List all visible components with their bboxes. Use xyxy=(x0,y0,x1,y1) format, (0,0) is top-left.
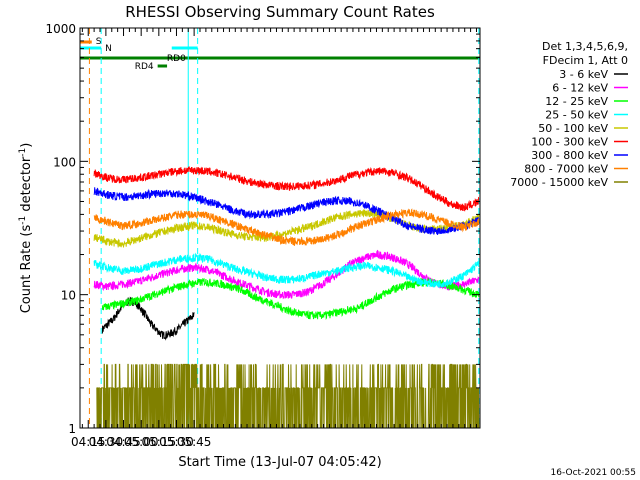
axes: 1 10 100 1000 04:1504:3004:4505:0005:1505:30… xyxy=(45,22,481,449)
series-line-3 xyxy=(93,252,480,289)
y-tick-label: 10 xyxy=(61,289,76,303)
series-line-2 xyxy=(101,277,480,320)
y-label-part: ) xyxy=(19,143,34,148)
y-label-superscript: -1 xyxy=(18,148,28,157)
legend-label: 6 - 12 keV xyxy=(552,82,608,95)
series-line-1 xyxy=(93,249,480,300)
x-tick-label: 05:30 xyxy=(159,435,194,449)
legend-label: 100 - 300 keV xyxy=(531,136,608,149)
legend-label: 3 - 6 keV xyxy=(559,68,608,81)
legend-label: 50 - 100 keV xyxy=(538,122,608,135)
night-label: N xyxy=(105,44,112,54)
legend-label: 12 - 25 keV xyxy=(545,95,608,108)
legend-label: 7000 - 15000 keV xyxy=(510,176,608,189)
y-tick-label: 1000 xyxy=(45,22,76,36)
x-axis-label: Start Time (13-Jul-07 04:05:42) xyxy=(178,455,381,470)
series-line-4 xyxy=(93,209,480,248)
x-tick-label: 05:00 xyxy=(124,435,159,449)
x-tick-label: 04:45 xyxy=(106,435,141,449)
series-line-7 xyxy=(93,208,480,246)
legend-label: 25 - 50 keV xyxy=(545,109,608,122)
y-axis-label-text: Count Rate (s-1 detector-1) xyxy=(18,143,34,314)
series-line-8 xyxy=(96,363,480,429)
x-tick-label: 05:45 xyxy=(177,435,212,449)
legend-label: 800 - 7000 keV xyxy=(524,163,608,176)
y-label-part: Count Rate (s xyxy=(19,225,34,314)
y-label-part: detector xyxy=(19,156,34,216)
rd4-label: RD4 xyxy=(135,62,154,72)
y-axis-label: Count Rate (s-1 detector-1) xyxy=(18,143,34,314)
saa-label: S xyxy=(96,37,102,47)
y-label-superscript: -1 xyxy=(18,216,28,225)
x-tick-label: 05:15 xyxy=(142,435,177,449)
y-tick-label: 100 xyxy=(53,155,76,169)
series-layer xyxy=(93,166,480,429)
legend-label: 300 - 800 keV xyxy=(531,149,608,162)
series-line-5 xyxy=(93,166,480,212)
chart-title: RHESSI Observing Summary Count Rates xyxy=(125,3,435,21)
footer-timestamp: 16-Oct-2021 00:55 xyxy=(551,468,636,478)
rd0-label: RD0 xyxy=(167,54,186,64)
series-line-6 xyxy=(93,187,480,236)
legend-header-line-1: Det 1,3,4,5,6,9, xyxy=(542,40,628,53)
y-tick-label: 1 xyxy=(68,422,76,436)
x-tick-label: 04:15 xyxy=(71,435,106,449)
series-line-0 xyxy=(101,296,195,341)
x-tick-label: 04:30 xyxy=(89,435,124,449)
legend-header-line-2: FDecim 1, Att 0 xyxy=(543,54,628,67)
legend: Det 1,3,4,5,6,9,FDecim 1, Att 03 - 6 keV… xyxy=(510,40,628,189)
plot-frame xyxy=(79,27,481,429)
